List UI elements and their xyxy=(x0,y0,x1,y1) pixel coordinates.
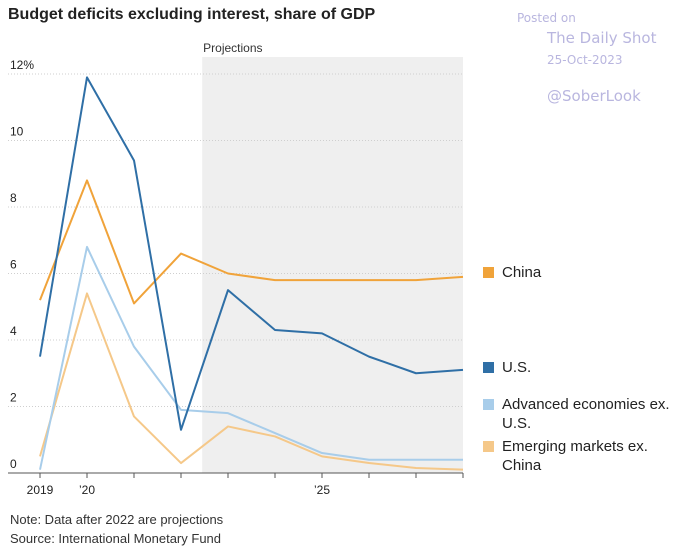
source-text: Source: International Monetary Fund xyxy=(10,531,222,546)
x-tick-label: ’25 xyxy=(314,483,330,497)
x-axis-ticks: 2019 ’20 ’25 xyxy=(27,473,464,497)
y-tick-label: 0 xyxy=(10,457,17,471)
series-line-advanced-economies-ex-u-s xyxy=(39,245,463,470)
series-line-china xyxy=(39,179,464,305)
watermark-site: The Daily Shot xyxy=(547,29,657,47)
projection-label: Projections xyxy=(203,41,262,55)
series-line-u-s xyxy=(39,76,464,431)
series-line-emerging-markets-ex-china xyxy=(39,292,464,471)
gridlines xyxy=(8,73,463,474)
note-text: Note: Data after 2022 are projections xyxy=(10,512,224,527)
x-tick-label: 2019 xyxy=(27,483,54,497)
y-tick-label: 6 xyxy=(10,258,17,272)
y-tick-label: 10 xyxy=(10,125,24,139)
y-tick-label: 4 xyxy=(10,324,17,338)
y-tick-label: 2 xyxy=(10,391,17,405)
y-axis-ticks: 12% 10 8 6 4 2 0 xyxy=(10,58,34,471)
y-tick-label: 12% xyxy=(10,58,34,72)
watermark-posted: Posted on xyxy=(517,11,576,25)
x-tick-label: ’20 xyxy=(79,483,95,497)
watermark-date: 25-Oct-2023 xyxy=(547,53,623,67)
projection-band xyxy=(202,57,463,473)
y-tick-label: 8 xyxy=(10,191,17,205)
series-lines xyxy=(39,76,464,471)
watermark-handle: @SoberLook xyxy=(547,87,641,105)
chart-title: Budget deficits excluding interest, shar… xyxy=(8,6,376,23)
footnotes: Note: Data after 2022 are projections So… xyxy=(10,510,223,548)
